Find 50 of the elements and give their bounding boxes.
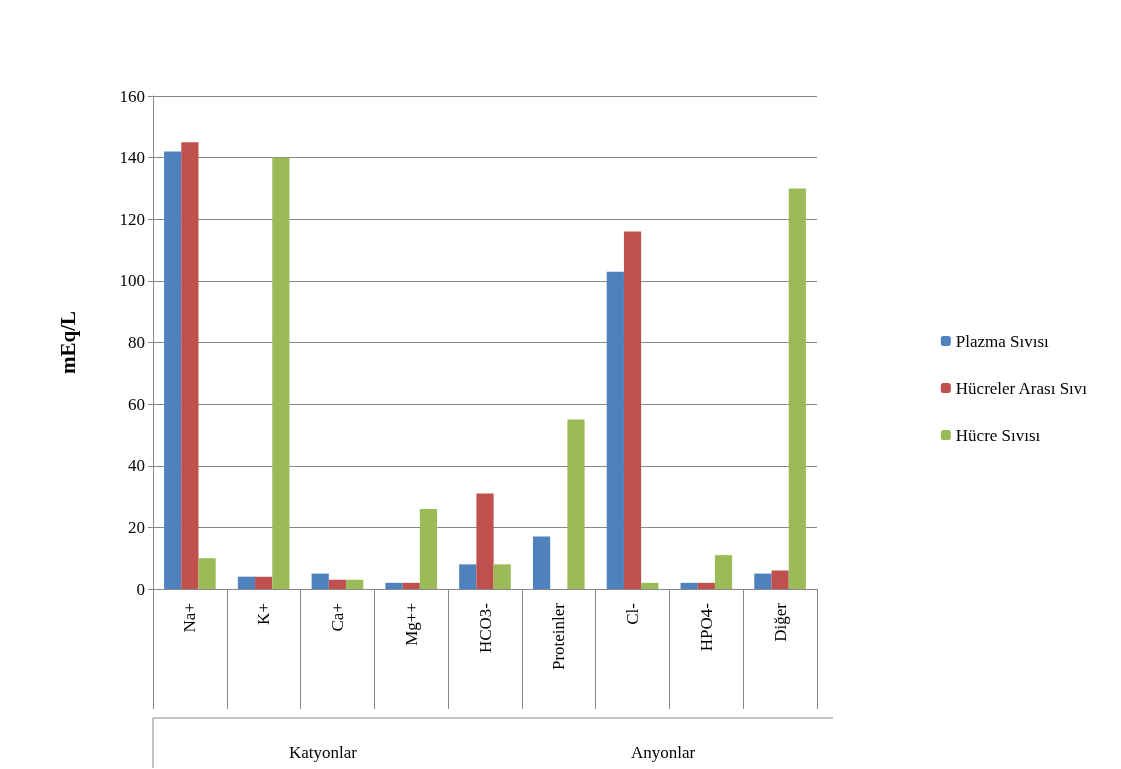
bar	[311, 573, 329, 589]
bar	[567, 419, 585, 589]
x-tick-label: Ca+	[327, 603, 347, 632]
x-tick-label: HCO3-	[475, 602, 495, 654]
y-tick-label: 0	[136, 579, 145, 599]
y-tick-label: 120	[119, 209, 145, 229]
bar	[255, 576, 273, 589]
bar	[697, 582, 715, 589]
bar	[181, 142, 199, 589]
bar	[237, 576, 256, 589]
bar	[606, 271, 624, 589]
y-tick-label: 160	[119, 86, 145, 106]
bar	[788, 188, 806, 589]
y-axis-title: mEq/L	[55, 310, 80, 375]
x-tick-label: Cl-	[623, 602, 643, 625]
x-tick-label: K+	[254, 603, 274, 625]
bar	[771, 570, 789, 589]
bar	[419, 508, 438, 589]
legend-label: Hücreler Arası Sıvı	[955, 378, 1088, 398]
x-tick-label: Na+	[180, 603, 200, 633]
legend-label: Plazma Sıvısı	[955, 331, 1050, 351]
text: Anyonlar	[630, 742, 696, 762]
bar	[346, 579, 364, 589]
y-tick-label: 60	[128, 394, 145, 414]
x-tick-label: Mg++	[401, 603, 421, 646]
y-tick-label: 80	[128, 333, 145, 352]
bar	[385, 582, 403, 589]
y-tick-label: 100	[119, 271, 145, 291]
bar	[754, 573, 772, 589]
x-tick-label: Diğer	[770, 602, 790, 642]
bar	[459, 564, 477, 589]
bar	[493, 564, 511, 589]
bar	[402, 582, 420, 589]
bar	[272, 157, 290, 589]
bar	[532, 536, 551, 589]
y-tick-label: 140	[119, 148, 145, 168]
x-tick-label: HPO4-	[696, 602, 716, 652]
bar	[164, 151, 182, 589]
bar	[680, 582, 698, 589]
y-tick-label: 40	[128, 456, 145, 476]
bar	[328, 579, 347, 589]
bar	[641, 582, 659, 589]
bar	[714, 555, 733, 589]
bar	[198, 558, 216, 589]
text: Katyonlar	[289, 742, 358, 762]
x-tick-label: Proteinler	[549, 602, 569, 671]
y-tick-label: 20	[128, 517, 145, 537]
bar	[476, 493, 494, 589]
bar	[623, 231, 642, 589]
legend-label: Hücre Sıvısı	[955, 425, 1041, 445]
